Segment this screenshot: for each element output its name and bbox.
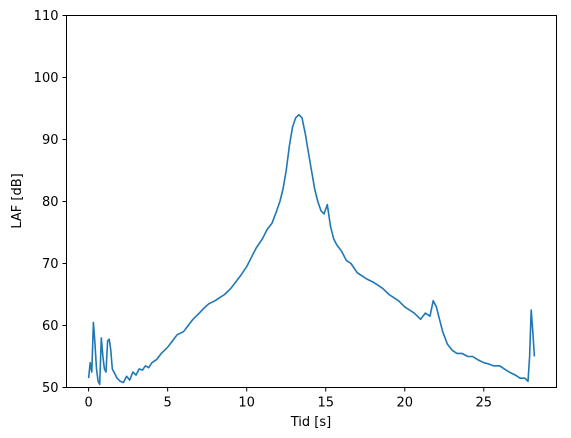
x-tick-label: 0 <box>84 396 92 411</box>
series-line-0 <box>87 113 536 386</box>
y-tick-label: 70 <box>42 257 59 272</box>
y-axis-ticks: 50 60 70 80 90 100 110 <box>34 9 67 396</box>
x-tick-label: 5 <box>164 396 172 411</box>
y-tick-label: 90 <box>42 133 59 148</box>
y-tick-label: 50 <box>42 381 59 396</box>
y-tick-label: 110 <box>34 9 59 24</box>
x-tick-label: 25 <box>476 396 493 411</box>
x-axis-ticks: 0 5 10 15 20 25 <box>84 387 493 411</box>
x-tick-label: 15 <box>317 396 334 411</box>
plot-area <box>87 113 536 386</box>
y-tick-label: 60 <box>42 319 59 334</box>
y-tick-label: 80 <box>42 195 59 210</box>
y-tick-label: 100 <box>34 71 59 86</box>
x-tick-label: 10 <box>238 396 255 411</box>
x-tick-label: 20 <box>396 396 413 411</box>
plot-frame <box>66 15 557 388</box>
y-axis-label: LAF [dB] <box>10 173 25 228</box>
x-axis-label: Tid [s] <box>290 415 331 430</box>
